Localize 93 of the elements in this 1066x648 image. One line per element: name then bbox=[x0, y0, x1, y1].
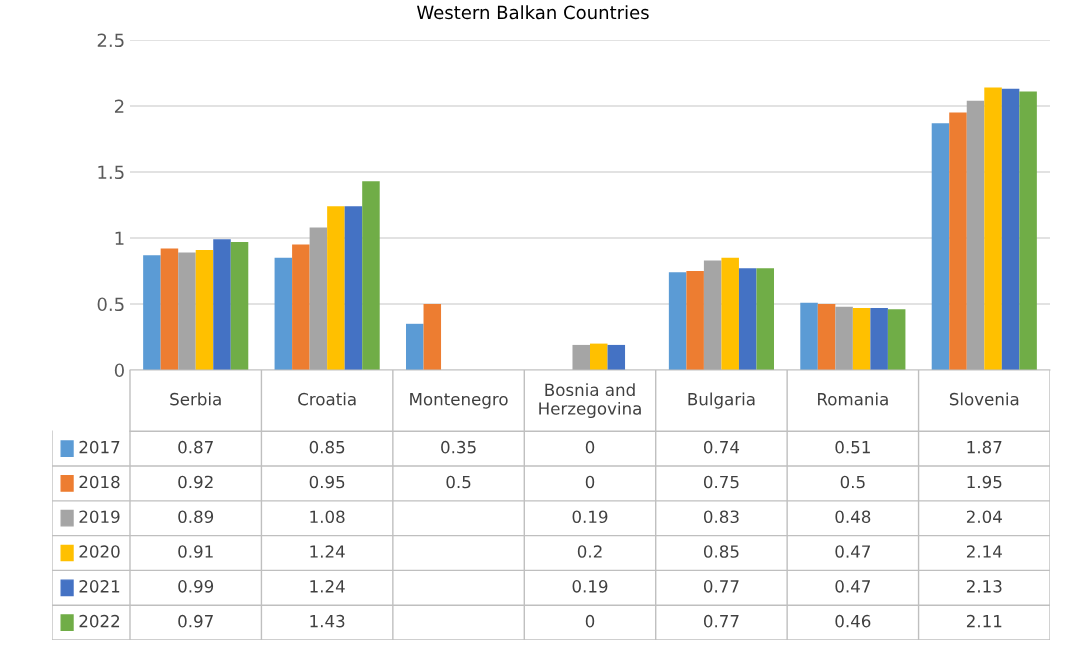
data-label: 0.47 bbox=[835, 580, 870, 593]
bar bbox=[1001, 88, 1020, 370]
data-label: 2.04 bbox=[966, 510, 1002, 524]
bar bbox=[721, 257, 739, 370]
bar bbox=[852, 307, 871, 370]
data-label: 0 bbox=[585, 475, 595, 489]
bar bbox=[800, 302, 818, 370]
bar bbox=[835, 306, 853, 370]
bar bbox=[230, 241, 249, 370]
data-label: 2.11 bbox=[966, 614, 1002, 628]
data-label: 0.46 bbox=[835, 614, 871, 628]
x-tick-label: Slovenia bbox=[949, 392, 1019, 406]
data-label: 0.2 bbox=[577, 545, 602, 558]
data-label: 1.43 bbox=[310, 614, 345, 628]
bar bbox=[1019, 91, 1037, 370]
data-label: 0.35 bbox=[441, 440, 476, 454]
data-label: 0.47 bbox=[835, 545, 870, 558]
bar bbox=[756, 268, 774, 370]
bar bbox=[143, 255, 161, 370]
data-label: 2.14 bbox=[966, 545, 1002, 558]
y-tick-label: 2 bbox=[114, 99, 124, 113]
data-label: 1.24 bbox=[310, 545, 345, 558]
data-label: 0.75 bbox=[703, 475, 739, 489]
y-tick-label: 1 bbox=[115, 231, 124, 245]
bar bbox=[327, 206, 345, 370]
bar bbox=[870, 307, 888, 370]
legend-label: 2021 bbox=[79, 580, 120, 593]
legend-label: 2022 bbox=[79, 614, 120, 628]
y-tick-label: 0.5 bbox=[97, 297, 124, 312]
x-tick-label: Montenegro bbox=[410, 393, 508, 409]
bar bbox=[309, 227, 328, 370]
data-label: 1.87 bbox=[967, 440, 1002, 454]
bar bbox=[984, 87, 1002, 370]
bar bbox=[966, 100, 985, 370]
bar bbox=[817, 304, 836, 370]
data-label: 0.5 bbox=[840, 475, 865, 489]
bar bbox=[213, 239, 231, 370]
data-label: 0.19 bbox=[572, 580, 608, 593]
data-label: 0.19 bbox=[572, 510, 608, 524]
bar bbox=[344, 206, 363, 370]
data-label: 0.85 bbox=[309, 440, 345, 454]
bar bbox=[292, 244, 310, 370]
data-label: 0.85 bbox=[703, 545, 739, 558]
bar bbox=[572, 344, 590, 370]
data-label: 0.48 bbox=[835, 510, 871, 524]
data-label: 0 bbox=[585, 614, 595, 628]
data-label: 0.51 bbox=[835, 440, 870, 454]
bar bbox=[668, 272, 687, 370]
bar bbox=[686, 271, 704, 370]
data-label: 1.95 bbox=[967, 475, 1002, 489]
data-label: 0.5 bbox=[446, 475, 471, 489]
x-tick-label: Bulgaria bbox=[688, 392, 755, 409]
data-label: 0.74 bbox=[703, 440, 740, 454]
y-tick-label: 1.5 bbox=[98, 165, 124, 180]
bar bbox=[931, 123, 950, 370]
data-label: 0.77 bbox=[703, 614, 739, 628]
data-label: 1.08 bbox=[310, 510, 345, 524]
data-label: 0.95 bbox=[309, 475, 345, 489]
y-tick-label: 0 bbox=[114, 363, 124, 378]
bar bbox=[703, 260, 722, 370]
bar bbox=[195, 249, 214, 370]
bar bbox=[887, 309, 906, 370]
data-label: 0.97 bbox=[178, 614, 213, 628]
legend-label: 2019 bbox=[79, 510, 120, 524]
x-tick-label: Serbia bbox=[170, 392, 221, 406]
bar bbox=[590, 343, 608, 370]
data-label: 2.13 bbox=[966, 580, 1002, 593]
data-label: 0.83 bbox=[703, 510, 739, 524]
bar bbox=[274, 257, 293, 370]
bar bbox=[406, 323, 424, 370]
legend-label: 2018 bbox=[79, 475, 120, 489]
bar bbox=[178, 252, 196, 370]
x-tick-label: Croatia bbox=[298, 392, 356, 406]
bar bbox=[949, 112, 967, 370]
x-tick-label: Romania bbox=[818, 392, 888, 406]
bar bbox=[423, 304, 442, 370]
data-label: 0.92 bbox=[178, 475, 213, 489]
legend-label: 2020 bbox=[79, 545, 120, 558]
bar bbox=[738, 268, 757, 370]
data-label: 1.24 bbox=[310, 580, 345, 593]
x-tick-label: Bosnia and Herzegovina bbox=[539, 383, 641, 419]
bar bbox=[160, 248, 179, 370]
chart-title: Western Balkan Countries bbox=[417, 5, 649, 20]
data-label: 0.87 bbox=[178, 440, 213, 454]
bar bbox=[607, 344, 626, 370]
bar bbox=[362, 181, 380, 370]
data-label: 0.99 bbox=[178, 580, 214, 593]
data-label: 0 bbox=[585, 440, 595, 454]
data-label: 0.89 bbox=[178, 510, 214, 524]
data-label: 0.77 bbox=[703, 580, 739, 593]
legend-label: 2017 bbox=[79, 440, 120, 454]
y-tick-label: 2.5 bbox=[97, 33, 124, 48]
data-label: 0.91 bbox=[178, 545, 213, 558]
